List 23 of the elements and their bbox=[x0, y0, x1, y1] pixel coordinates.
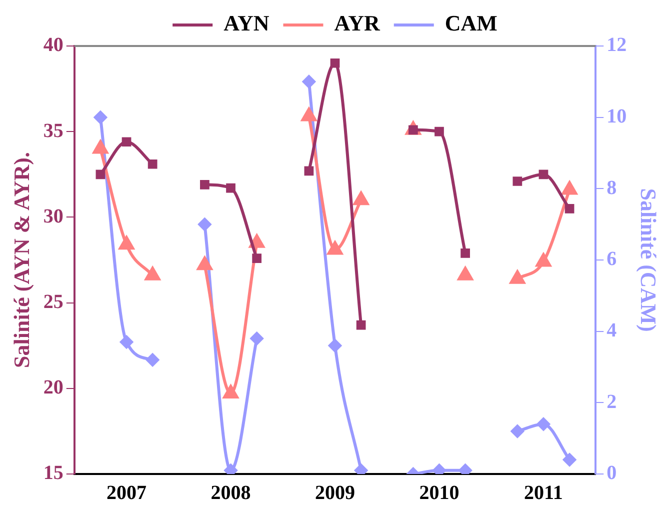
y2-tick-label: 0 bbox=[606, 462, 617, 484]
y-tick-label: 15 bbox=[43, 462, 64, 484]
y-axis-title: Salinité (AYN & AYR). bbox=[8, 152, 34, 368]
x-tick-label: 2009 bbox=[315, 482, 355, 504]
legend-label: AYR bbox=[334, 10, 381, 36]
y2-tick-label: 12 bbox=[606, 34, 627, 56]
legend-label: CAM bbox=[444, 10, 498, 36]
y-tick-label: 40 bbox=[43, 34, 64, 56]
y-tick-label: 30 bbox=[43, 205, 64, 228]
y2-axis-title: Salinité (CAM) bbox=[636, 188, 662, 332]
y2-tick-label: 8 bbox=[606, 176, 617, 199]
y2-tick-label: 10 bbox=[606, 106, 627, 128]
legend-label: AYN bbox=[224, 10, 270, 36]
y2-tick-label: 4 bbox=[606, 320, 617, 342]
y2-tick-label: 2 bbox=[606, 390, 617, 413]
y-tick-label: 25 bbox=[43, 290, 64, 313]
y2-tick-label: 6 bbox=[606, 248, 617, 270]
y-tick-label: 35 bbox=[43, 120, 64, 142]
x-tick-label: 2008 bbox=[210, 482, 251, 504]
x-tick-label: 2007 bbox=[106, 482, 147, 504]
y-tick-label: 20 bbox=[43, 376, 64, 399]
x-tick-label: 2010 bbox=[419, 482, 460, 504]
x-tick-label: 2011 bbox=[524, 482, 563, 504]
